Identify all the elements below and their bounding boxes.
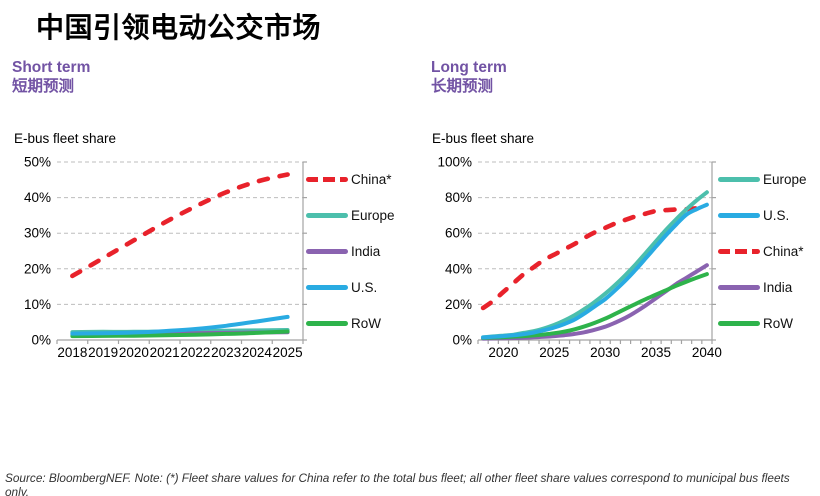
long-term-heading-zh: 长期预测 [431,78,494,95]
legend-label: U.S. [763,207,790,223]
legend-item-us.: U.S. [306,269,395,305]
line-swatch [306,212,348,218]
series-line-china [70,172,290,279]
legend-item-us.: U.S. [718,197,807,233]
y-tick-label: 0% [31,333,51,348]
x-tick-label: 2020 [119,345,149,360]
long-term-chart: 0% 20% 40% 60% 80% 100% 2020 2025 2030 2035 2040 [437,155,722,361]
legend-label: RoW [763,315,793,331]
x-tick-label: 2021 [150,345,180,360]
x-tick-label: 2022 [180,345,210,360]
x-tick-label: 2025 [273,345,303,360]
legend-item-row: RoW [718,305,807,341]
y-tick-label: 30% [24,226,51,241]
series-line-us. [70,314,290,336]
series-line-row [70,329,290,339]
dashed-line-swatch [306,176,348,182]
long-term-axis-title: E-bus fleet share [432,131,535,146]
short-term-heading-en: Short term [12,59,91,76]
legend-label: RoW [351,315,381,331]
y-tick-label: 50% [24,155,51,170]
x-tick-label: 2019 [88,345,118,360]
line-swatch [718,320,760,326]
x-tick-label: 2025 [539,345,569,360]
short-term-heading: Short term 短期预测 [12,58,90,96]
legend-item-india: India [306,233,395,269]
y-tick-label: 10% [24,297,51,312]
legend-item-europe: Europe [306,197,395,233]
legend-item-china: China* [718,233,807,269]
legend-label: India [763,279,793,295]
y-tick-label: 80% [445,190,472,205]
long-term-legend: Europe U.S. China* India RoW [718,161,807,341]
x-tick-label: 2024 [242,345,273,360]
line-swatch [306,284,348,290]
line-swatch [306,320,348,326]
series-line-us. [481,202,709,340]
x-tick-label: 2018 [57,345,87,360]
series-line-europe [481,190,709,340]
short-term-heading-zh: 短期预测 [12,78,75,95]
series-line-china [480,204,710,311]
y-tick-label: 20% [445,297,472,312]
long-term-heading-en: Long term [431,59,507,76]
y-tick-label: 40% [24,190,51,205]
line-swatch [306,248,348,254]
source-note: Source: BloombergNEF. Note: (*) Fleet sh… [5,471,790,496]
page-title: 中国引领电动公交市场 [36,12,322,43]
line-swatch [718,284,760,290]
dashed-line-swatch [718,248,760,254]
legend-label: U.S. [351,279,378,295]
y-tick-label: 0% [452,333,472,348]
legend-label: Europe [351,207,395,223]
y-tick-label: 20% [24,261,51,276]
x-tick-label: 2020 [488,345,518,360]
y-tick-label: 60% [445,226,472,241]
legend-label: China* [351,171,392,187]
y-tick-label: 100% [437,155,472,170]
x-tick-label: 2035 [641,345,671,360]
x-tick-label: 2030 [590,345,620,360]
short-term-chart: 0%10%20%30%40%50%2018 2019 2020 2021 2022 202… [24,155,307,360]
short-term-legend: China* Europe India U.S. RoW [306,161,395,341]
legend-item-china: China* [306,161,395,197]
y-tick-label: 40% [445,261,472,276]
legend-label: China* [763,243,804,259]
legend-item-row: RoW [306,305,395,341]
line-swatch [718,212,760,218]
legend-item-europe: Europe [718,161,807,197]
x-tick-label: 2023 [211,345,241,360]
legend-label: India [351,243,381,259]
legend-label: Europe [763,171,807,187]
x-tick-label: 2040 [692,345,722,360]
long-term-heading: Long term 长期预测 [431,58,507,96]
line-swatch [718,176,760,182]
legend-item-india: India [718,269,807,305]
short-term-axis-title: E-bus fleet share [14,131,117,146]
